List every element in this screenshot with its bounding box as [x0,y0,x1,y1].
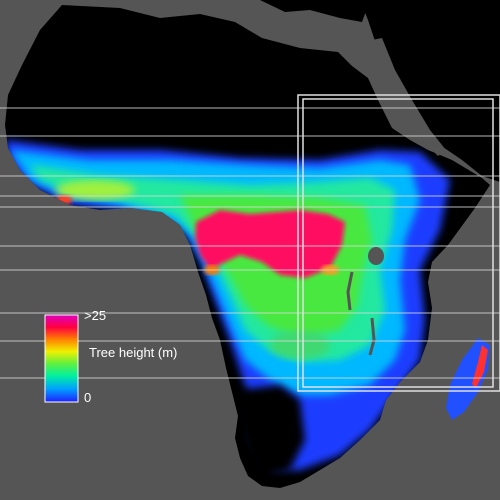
lake-victoria [368,247,384,265]
lake-malawi [368,317,376,356]
legend-title: Tree height (m) [89,345,178,360]
legend-min-label: 0 [84,390,92,405]
lake-tanganyika [346,271,354,311]
red-sea [372,38,446,156]
mediterranean-coast [260,0,370,22]
madagascar-east-forest [472,345,488,388]
legend-max-label: >25 [84,308,107,323]
overlay-lines [0,107,500,379]
legend-colorbar [44,314,79,403]
study-area-frames [297,94,500,392]
